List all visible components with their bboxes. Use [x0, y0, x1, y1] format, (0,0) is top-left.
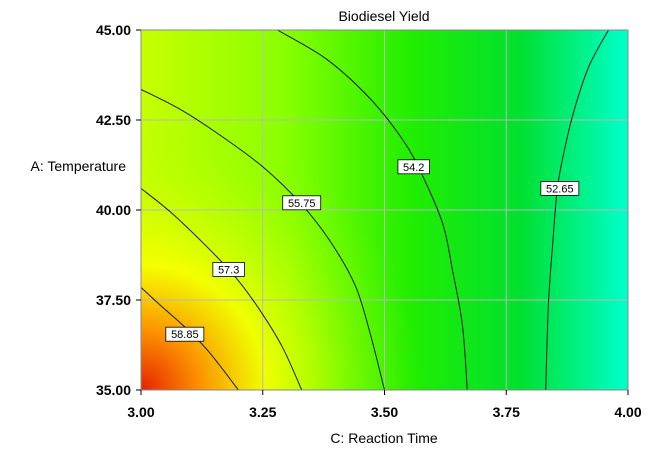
contour-label-box [540, 180, 580, 196]
y-axis-ticks: 35.00 37.50 40.00 42.50 45.00 [96, 22, 141, 398]
x-tick-label: 4.00 [614, 404, 641, 420]
contour-label: 55.75 [288, 198, 316, 210]
contour-labels: 58.85 57.3 55.75 54.2 52.65 [165, 159, 580, 342]
contour-label-box [397, 159, 430, 175]
grid-lines [141, 30, 628, 390]
contour-label-box [165, 326, 205, 342]
y-tick-label: 40.00 [96, 202, 131, 218]
contour-label: 58.85 [171, 329, 199, 341]
contour-label-box [282, 195, 322, 211]
x-tick-label: 3.00 [127, 404, 154, 420]
chart-title: Biodiesel Yield [338, 8, 429, 24]
x-tick-label: 3.50 [371, 404, 398, 420]
contour-label: 54.2 [403, 162, 424, 174]
x-tick-label: 3.25 [249, 404, 276, 420]
y-tick-label: 37.50 [96, 292, 131, 308]
x-axis-ticks: 3.00 3.25 3.50 3.75 4.00 [127, 390, 642, 420]
contour-line [277, 30, 468, 390]
contour-label: 57.3 [218, 264, 239, 276]
contour-label-box [212, 261, 245, 277]
y-tick-label: 42.50 [96, 112, 131, 128]
y-axis-label: A: Temperature [31, 158, 127, 174]
x-axis-label: C: Reaction Time [330, 430, 438, 446]
contour-label: 52.65 [546, 183, 574, 195]
y-tick-label: 45.00 [96, 22, 131, 38]
y-tick-label: 35.00 [96, 382, 131, 398]
x-tick-label: 3.75 [493, 404, 520, 420]
